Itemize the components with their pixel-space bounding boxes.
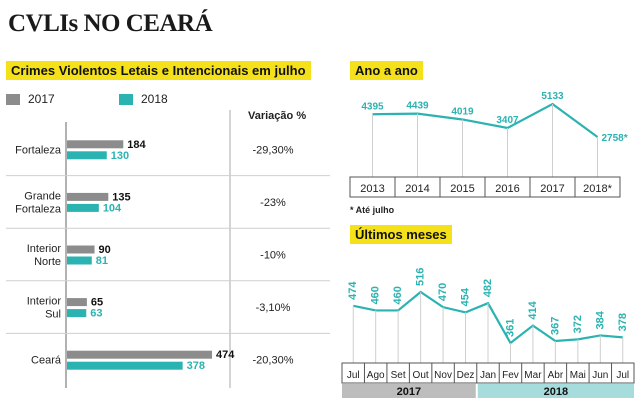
legend-swatch-2018 — [119, 93, 133, 105]
category-label: Interior — [27, 243, 62, 255]
legend-swatch-2017 — [6, 93, 20, 105]
data-label-2017: 135 — [112, 191, 130, 203]
data-label: 454 — [460, 287, 472, 306]
data-label: 3407 — [496, 115, 519, 126]
variation-value: -23% — [260, 197, 286, 209]
x-tick-label: Nov — [434, 370, 452, 381]
data-label: 361 — [504, 319, 516, 337]
variation-value: -3,10% — [256, 302, 291, 314]
year-group-label: 2018 — [544, 386, 568, 398]
variation-value: -29,30% — [253, 144, 294, 156]
bar-2017 — [67, 245, 95, 254]
page-title: CVLIs NO CEARÁ — [8, 10, 213, 37]
data-label: 5133 — [541, 91, 564, 102]
category-label: Norte — [34, 256, 61, 268]
year-group-band — [342, 384, 476, 398]
variation-header: Variação % — [248, 110, 307, 122]
data-label: 4019 — [451, 106, 474, 117]
data-label: 4395 — [361, 101, 384, 112]
x-tick-label: 2018* — [583, 183, 612, 195]
x-tick-label: 2015 — [450, 183, 474, 195]
data-label-2017: 184 — [127, 139, 146, 151]
bar-2018 — [67, 151, 107, 160]
data-label-2018: 130 — [111, 150, 129, 162]
legend-label-2017: 2017 — [28, 92, 55, 106]
x-tick-label: Jul — [347, 370, 360, 381]
x-tick-label: Abr — [548, 370, 564, 381]
data-label-2018: 63 — [90, 308, 102, 320]
bar-chart-title: Crimes Violentos Letais e Intencionais e… — [6, 61, 311, 80]
legend-item-2017: 2017 — [6, 92, 55, 106]
category-label: Grande — [24, 190, 61, 202]
data-label-2018: 378 — [187, 360, 205, 372]
x-tick-label: 2013 — [360, 183, 384, 195]
yearly-chart-title: Ano a ano — [350, 61, 423, 80]
data-label-2017: 65 — [91, 297, 103, 309]
data-label: 470 — [437, 283, 449, 301]
x-tick-label: Ago — [367, 370, 385, 381]
x-tick-label: Set — [391, 370, 406, 381]
x-tick-label: Dez — [457, 370, 475, 381]
bar-2017 — [67, 350, 212, 359]
legend-item-2018: 2018 — [119, 92, 168, 106]
variation-value: -10% — [260, 250, 286, 262]
data-label: 384 — [594, 310, 606, 329]
variation-value: -20,30% — [253, 355, 294, 367]
data-label: 378 — [617, 313, 629, 331]
year-group-label: 2017 — [397, 386, 421, 398]
data-label: 460 — [370, 286, 382, 304]
data-label: 2758* — [602, 133, 628, 144]
x-tick-label: Fev — [502, 370, 519, 381]
series-line — [372, 102, 599, 138]
x-tick-label: Jun — [592, 370, 608, 381]
category-label: Sul — [45, 309, 61, 321]
data-label: 516 — [415, 268, 427, 286]
data-label: 372 — [572, 315, 584, 333]
data-label: 367 — [549, 317, 561, 335]
x-axis-box — [341, 362, 635, 384]
data-label: 482 — [482, 279, 494, 297]
data-label: 414 — [527, 300, 539, 319]
x-tick-label: Jul — [616, 370, 629, 381]
category-label: Interior — [27, 296, 62, 308]
category-label: Fortaleza — [15, 144, 62, 156]
data-label-2018: 81 — [96, 255, 108, 267]
monthly-chart-title: Últimos meses — [350, 225, 452, 244]
x-tick-label: Jan — [480, 370, 496, 381]
data-label: 4439 — [406, 101, 429, 112]
bar-2018 — [67, 361, 183, 370]
category-label: Fortaleza — [15, 203, 62, 215]
x-tick-label: Out — [413, 370, 429, 381]
data-label-2017: 474 — [216, 349, 235, 361]
bar-2017 — [67, 192, 109, 201]
category-label: Ceará — [31, 355, 62, 367]
data-label: 474 — [347, 281, 359, 300]
legend-label-2018: 2018 — [141, 92, 168, 106]
data-label-2018: 104 — [103, 202, 122, 214]
x-tick-label: 2014 — [405, 183, 429, 195]
bar-2017 — [67, 298, 87, 307]
x-tick-label: Mar — [524, 370, 542, 381]
footnote: * Até julho — [350, 205, 395, 215]
x-tick-label: 2017 — [540, 183, 564, 195]
bar-2017 — [67, 140, 124, 149]
data-label: 460 — [392, 286, 404, 304]
bar-2018 — [67, 256, 92, 265]
x-tick-label: 2016 — [495, 183, 519, 195]
x-tick-label: Mai — [570, 370, 586, 381]
bar-2018 — [67, 203, 99, 212]
year-group-band — [477, 384, 634, 398]
data-label-2017: 90 — [99, 244, 111, 256]
bar-2018 — [67, 309, 87, 318]
